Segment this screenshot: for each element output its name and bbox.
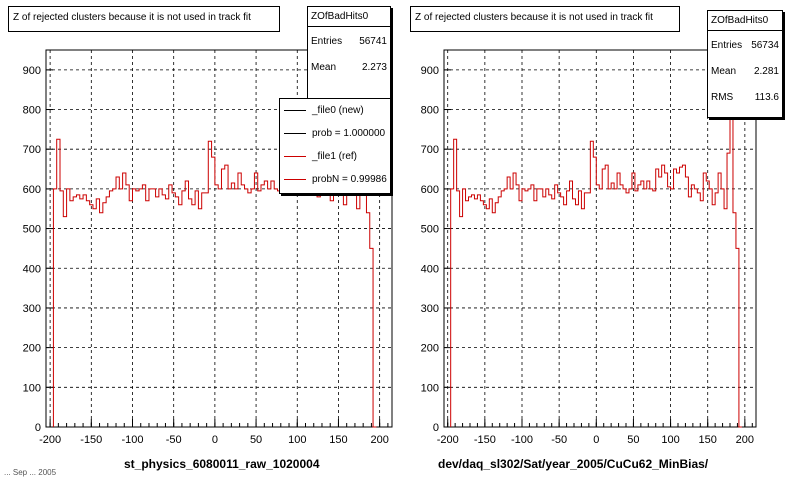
y-tick-label: 700	[421, 144, 439, 156]
legend-line	[284, 179, 306, 180]
plot-frame	[443, 49, 757, 428]
y-tick-label: 800	[421, 105, 439, 117]
legend-label: _file1 (ref)	[312, 151, 358, 162]
legend-line	[284, 110, 306, 111]
y-tick-label: 900	[421, 65, 439, 77]
y-tick-label: 400	[421, 263, 439, 275]
legend-entry: _file1 (ref)	[280, 145, 390, 168]
y-tick-label: 500	[421, 224, 439, 236]
stats-value: 2.273	[361, 62, 387, 73]
stats-box-right: ZOfBadHits0 Entries 56734 Mean 2.281 RMS…	[707, 10, 783, 118]
stats-row-mean: Mean 2.281	[708, 57, 782, 83]
x-tick-label: 200	[736, 434, 754, 446]
histogram-title-left: Z of rejected clusters because it is not…	[8, 6, 280, 32]
legend-label: _file0 (new)	[312, 105, 364, 116]
legend-entry: _file0 (new)	[280, 99, 390, 122]
stats-row-rms: RMS 113.6	[708, 83, 782, 109]
y-tick-label: 700	[23, 144, 41, 156]
stats-label: RMS	[711, 92, 734, 103]
y-tick-label: 300	[23, 303, 41, 315]
stats-box-left: ZOfBadHits0 Entries 56741 Mean 2.273	[307, 6, 391, 102]
x-tick-label: 100	[288, 434, 306, 446]
x-tick-label: 150	[329, 434, 347, 446]
legend-entry: probN = 0.99986	[280, 168, 390, 191]
legend-entry: prob = 1.000000	[280, 122, 390, 145]
x-tick-label: -100	[121, 434, 143, 446]
y-tick-label: 600	[421, 184, 439, 196]
stats-value: 56741	[359, 36, 387, 47]
x-tick-label: 0	[212, 434, 218, 446]
x-tick-label: 200	[370, 434, 388, 446]
stats-row-entries: Entries 56734	[708, 31, 782, 57]
histogram-series	[450, 69, 742, 428]
legend-line	[284, 133, 306, 134]
x-axis-label-right: dev/daq_sl302/Sat/year_2005/CuCu62_MinBi…	[438, 457, 709, 471]
y-tick-label: 200	[421, 343, 439, 355]
x-tick-label: 50	[627, 434, 639, 446]
y-tick-label: 300	[421, 303, 439, 315]
stats-value: 113.6	[754, 92, 779, 103]
stats-name: ZOfBadHits0	[708, 11, 782, 31]
legend-line	[284, 156, 306, 157]
stats-value: 2.281	[753, 66, 779, 77]
stats-label: Entries	[311, 36, 343, 47]
x-tick-label: 100	[661, 434, 679, 446]
stats-label: Mean	[711, 66, 737, 77]
x-tick-label: -150	[80, 434, 102, 446]
y-tick-label: 800	[23, 105, 41, 117]
y-tick-label: 0	[35, 422, 41, 434]
y-tick-label: 0	[433, 422, 439, 434]
stats-label: Entries	[711, 40, 743, 51]
x-tick-label: -50	[166, 434, 182, 446]
x-tick-label: -50	[551, 434, 567, 446]
legend-box: _file0 (new) prob = 1.000000 _file1 (ref…	[279, 98, 391, 194]
legend-label: probN = 0.99986	[312, 174, 387, 185]
legend-label: prob = 1.000000	[312, 128, 386, 139]
y-tick-label: 600	[23, 184, 41, 196]
y-tick-label: 400	[23, 263, 41, 275]
y-tick-label: 100	[23, 382, 41, 394]
x-tick-label: 50	[250, 434, 262, 446]
x-tick-label: -200	[39, 434, 61, 446]
x-axis-label-left: st_physics_6080011_raw_1020004	[124, 457, 320, 471]
histogram-title-right: Z of rejected clusters because it is not…	[410, 6, 680, 32]
y-tick-label: 900	[23, 65, 41, 77]
y-tick-label: 200	[23, 343, 41, 355]
stats-label: Mean	[311, 62, 337, 73]
x-tick-label: -200	[437, 434, 459, 446]
footer-text: ... Sep ... 2005	[4, 468, 57, 477]
stats-value: 56734	[751, 40, 779, 51]
x-tick-label: -150	[474, 434, 496, 446]
x-tick-label: 0	[593, 434, 599, 446]
y-tick-label: 500	[23, 224, 41, 236]
stats-name: ZOfBadHits0	[308, 7, 390, 27]
stats-row-entries: Entries 56741	[308, 27, 390, 53]
x-tick-label: -100	[511, 434, 533, 446]
x-tick-label: 150	[699, 434, 717, 446]
stats-row-mean: Mean 2.273	[308, 53, 390, 79]
y-tick-label: 100	[421, 382, 439, 394]
